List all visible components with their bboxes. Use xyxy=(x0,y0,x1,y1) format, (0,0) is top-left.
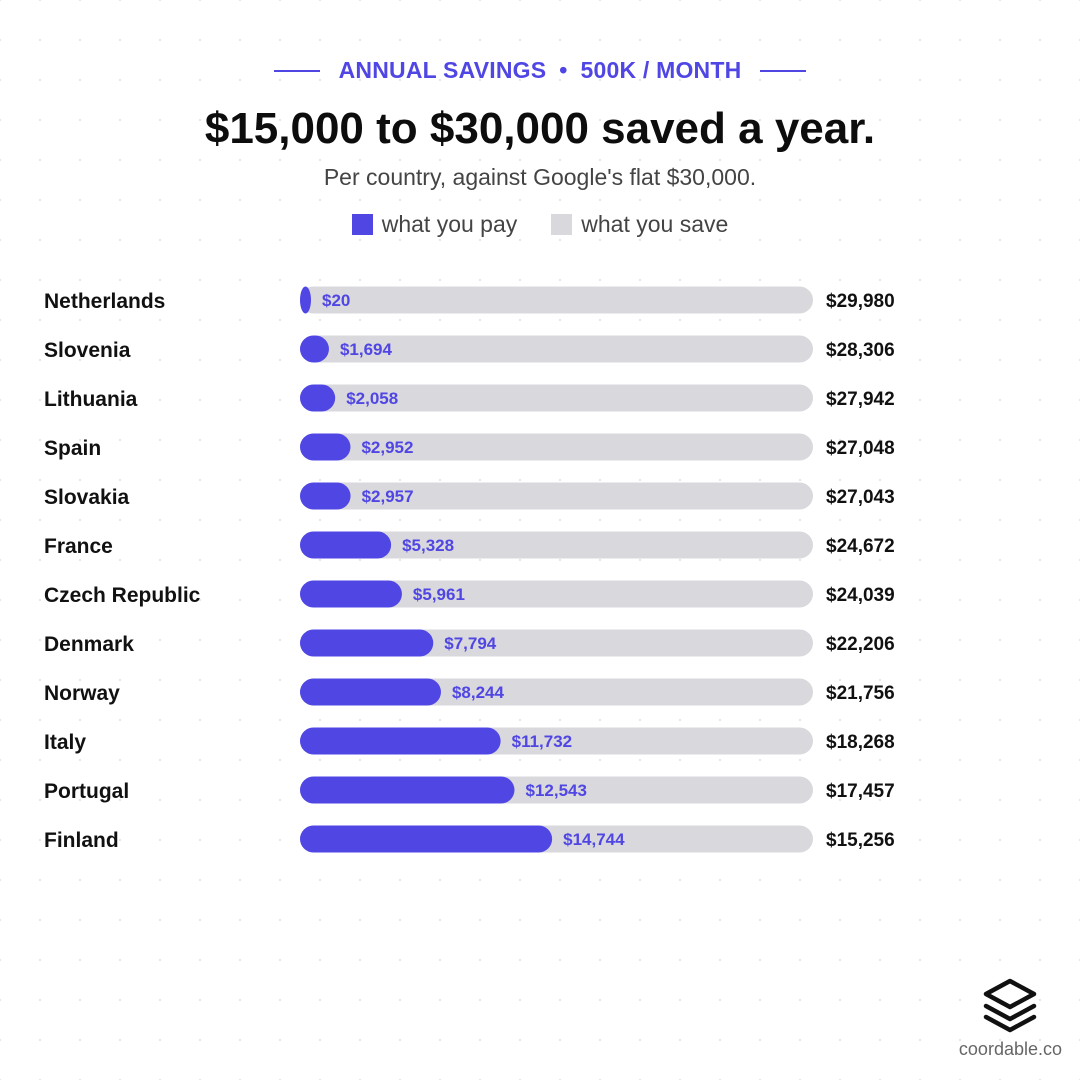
pay-value-label-lithuania: $2,058 xyxy=(346,389,398,408)
save-bar-netherlands xyxy=(300,286,813,314)
pay-value-label-portugal: $12,543 xyxy=(525,781,586,800)
save-bar-france xyxy=(300,531,813,559)
pay-value-label-spain: $2,952 xyxy=(361,438,413,457)
category-label-netherlands: Netherlands xyxy=(44,290,165,313)
category-label-france: France xyxy=(44,535,113,558)
legend-swatch-pay xyxy=(351,214,373,235)
category-label-lithuania: Lithuania xyxy=(44,388,138,411)
save-value-label-netherlands: $29,980 xyxy=(826,291,895,312)
brand: coordable.co xyxy=(959,977,1062,1060)
save-value-label-denmark: $22,206 xyxy=(826,634,895,655)
legend-swatch-save xyxy=(551,214,573,235)
category-label-czech-republic: Czech Republic xyxy=(44,584,201,607)
kicker-separator: • xyxy=(559,57,568,83)
save-value-label-italy: $18,268 xyxy=(826,732,895,753)
category-label-slovenia: Slovenia xyxy=(44,339,131,362)
save-value-label-portugal: $17,457 xyxy=(826,781,895,802)
save-value-label-czech-republic: $24,039 xyxy=(826,585,895,606)
save-value-label-lithuania: $27,942 xyxy=(826,389,895,410)
save-value-label-spain: $27,048 xyxy=(826,438,895,459)
category-label-denmark: Denmark xyxy=(44,633,134,656)
pay-bar-france xyxy=(300,531,392,559)
pay-bar-denmark xyxy=(300,629,434,657)
pay-bar-spain xyxy=(300,433,351,461)
save-value-label-norway: $21,756 xyxy=(826,683,895,704)
pay-bar-finland xyxy=(300,825,553,853)
pay-value-label-italy: $11,732 xyxy=(512,732,573,751)
legend: what you pay what you save xyxy=(0,211,1080,238)
pay-value-label-finland: $14,744 xyxy=(563,830,625,849)
legend-label-save: what you save xyxy=(581,211,729,237)
kicker-right-text: 500K / MONTH xyxy=(580,57,742,83)
category-label-norway: Norway xyxy=(44,682,120,705)
pay-bar-slovakia xyxy=(300,482,351,510)
pay-value-label-netherlands: $20 xyxy=(322,291,350,310)
save-value-label-slovakia: $27,043 xyxy=(826,487,895,508)
legend-label-pay: what you pay xyxy=(381,211,518,237)
pay-bar-slovenia xyxy=(300,335,329,363)
pay-value-label-slovenia: $1,694 xyxy=(340,340,393,359)
kicker-rule-left xyxy=(273,69,320,72)
pay-bar-portugal xyxy=(300,776,515,804)
brand-name: coordable.co xyxy=(958,1039,1062,1059)
chart-subtitle: Per country, against Google's flat $30,0… xyxy=(323,164,757,190)
category-label-italy: Italy xyxy=(44,731,86,754)
stacked-layers-icon xyxy=(984,978,1037,1033)
category-label-slovakia: Slovakia xyxy=(44,486,130,509)
category-label-portugal: Portugal xyxy=(44,780,129,803)
pay-value-label-slovakia: $2,957 xyxy=(362,487,414,506)
legend-item-pay: what you pay xyxy=(351,211,518,238)
chart-title: $15,000 to $30,000 saved a year. xyxy=(204,104,876,153)
save-bar-slovakia xyxy=(300,482,813,510)
pay-bar-netherlands xyxy=(300,286,311,314)
save-value-label-finland: $15,256 xyxy=(826,830,895,851)
pay-value-label-norway: $8,244 xyxy=(452,683,505,702)
bar-chart: Netherlands $20 $29,980 Slovenia $1,694 $28,3… xyxy=(44,286,895,853)
pay-value-label-denmark: $7,794 xyxy=(444,634,497,653)
kicker-left-text: ANNUAL SAVINGS xyxy=(338,57,547,83)
pay-value-label-france: $5,328 xyxy=(402,536,454,555)
kicker-rule-right xyxy=(760,69,807,72)
save-bar-lithuania xyxy=(300,384,813,412)
category-label-spain: Spain xyxy=(44,437,101,460)
save-value-label-slovenia: $28,306 xyxy=(826,340,895,361)
pay-bar-italy xyxy=(300,727,501,755)
save-bar-spain xyxy=(300,433,813,461)
legend-item-save: what you save xyxy=(551,211,728,238)
save-bar-czech-republic xyxy=(300,580,813,608)
pay-bar-norway xyxy=(300,678,441,706)
pay-bar-czech-republic xyxy=(300,580,402,608)
pay-value-label-czech-republic: $5,961 xyxy=(413,585,465,604)
kicker: ANNUAL SAVINGS • 500K / MONTH xyxy=(0,57,1080,84)
pay-bar-lithuania xyxy=(300,384,336,412)
save-bar-slovenia xyxy=(300,335,813,363)
category-label-finland: Finland xyxy=(44,829,119,852)
save-value-label-france: $24,672 xyxy=(826,536,895,557)
